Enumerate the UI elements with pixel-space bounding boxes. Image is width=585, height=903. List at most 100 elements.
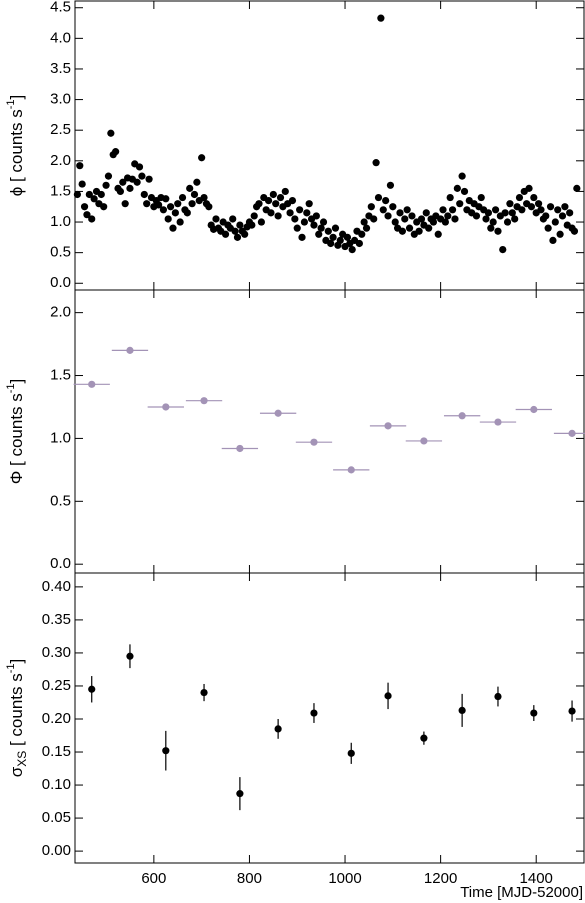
data-point <box>267 209 275 217</box>
data-point <box>515 193 524 202</box>
y-tick-label: 0.10 <box>42 776 71 793</box>
data-point <box>264 197 273 205</box>
data-point <box>537 206 545 214</box>
data-point <box>233 233 242 241</box>
data-point <box>444 212 452 220</box>
data-point <box>420 734 428 742</box>
data-point <box>174 200 182 208</box>
plot-frame <box>74 289 585 574</box>
data-point <box>384 422 392 430</box>
data-point <box>415 227 423 235</box>
data-point <box>348 245 356 254</box>
data-point <box>525 184 533 192</box>
data-point <box>460 187 469 196</box>
data-point <box>551 218 559 226</box>
y-axis-label-part: ] <box>7 95 26 100</box>
data-point <box>135 163 144 171</box>
data-point <box>310 221 318 229</box>
data-point <box>566 209 574 217</box>
data-point <box>456 200 464 208</box>
data-point <box>558 212 567 220</box>
y-tick-label: 1.5 <box>50 182 71 199</box>
y-axis-label-part: σ <box>7 766 26 777</box>
data-point <box>317 224 325 232</box>
data-point <box>511 215 519 223</box>
data-point <box>200 193 208 202</box>
data-point <box>530 193 538 202</box>
data-point <box>448 206 457 214</box>
data-point <box>257 218 265 226</box>
data-point <box>310 709 318 717</box>
data-point <box>176 218 184 226</box>
y-tick-label: 1.5 <box>50 366 71 383</box>
data-point <box>119 178 127 186</box>
data-point <box>212 215 220 223</box>
data-point <box>145 175 153 183</box>
data-point <box>434 230 442 238</box>
data-point <box>362 224 371 232</box>
data-point <box>186 184 194 192</box>
data-point <box>255 200 263 208</box>
data-point <box>138 172 146 180</box>
data-point <box>391 218 399 226</box>
y-tick-label: 1.0 <box>50 429 71 446</box>
y-tick-label: 0.30 <box>42 644 71 661</box>
data-point <box>491 206 500 214</box>
data-point <box>73 190 81 199</box>
data-point <box>80 203 89 211</box>
data-point <box>561 203 569 211</box>
plot-frame <box>74 572 585 864</box>
data-point <box>347 466 355 474</box>
y-tick-label: 4.0 <box>50 29 71 46</box>
data-point <box>508 209 516 217</box>
data-point <box>274 212 282 220</box>
data-point <box>198 154 206 162</box>
data-point <box>159 206 168 214</box>
data-point <box>126 184 134 192</box>
data-point <box>542 212 550 220</box>
data-point <box>162 747 170 755</box>
y-axis-label-part: ] <box>7 379 26 384</box>
data-point <box>374 193 383 202</box>
data-point <box>573 184 581 192</box>
data-point <box>506 200 514 208</box>
data-point <box>97 190 105 199</box>
data-point <box>441 218 449 226</box>
data-point <box>384 692 392 700</box>
data-point <box>343 233 352 241</box>
data-point <box>300 218 309 226</box>
data-point <box>417 215 426 223</box>
data-point <box>379 206 387 214</box>
data-point <box>554 206 562 214</box>
data-point <box>487 224 495 232</box>
data-point <box>530 405 538 414</box>
y-axis-label: σXS [ counts s-1] <box>5 659 29 778</box>
data-point <box>76 162 84 170</box>
x-tick-label: 800 <box>237 870 262 887</box>
data-point <box>241 230 249 238</box>
data-point <box>568 429 576 437</box>
data-point <box>162 195 170 203</box>
data-point <box>100 203 108 211</box>
data-point <box>291 215 299 223</box>
data-point <box>183 209 191 217</box>
y-tick-label: 3.5 <box>50 60 71 77</box>
data-point <box>296 206 304 214</box>
data-point <box>530 709 538 717</box>
data-point <box>389 203 397 211</box>
data-point <box>236 221 244 229</box>
y-tick-label: 3.0 <box>50 91 71 108</box>
data-point <box>293 224 301 232</box>
y-tick-label: 0.5 <box>50 244 71 261</box>
data-point <box>190 190 199 199</box>
data-point <box>482 215 490 223</box>
data-point <box>360 218 368 226</box>
data-point <box>546 203 555 211</box>
data-point <box>85 190 93 199</box>
data-point <box>331 224 340 232</box>
data-point <box>248 221 256 229</box>
data-point <box>162 403 170 411</box>
y-axis-label-part: -1 <box>5 99 17 109</box>
data-point <box>453 184 461 192</box>
